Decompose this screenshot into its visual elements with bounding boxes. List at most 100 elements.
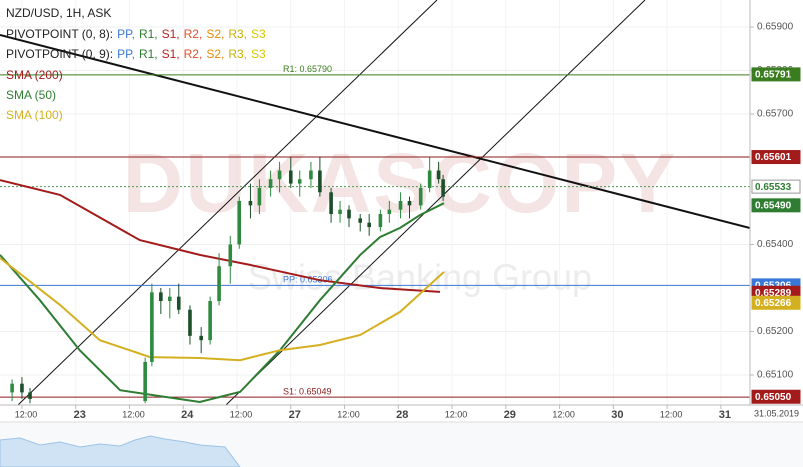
price-label: 0.65490 — [755, 200, 792, 211]
candle-body — [159, 292, 163, 302]
channel-line — [225, 0, 646, 405]
legend-pivot-item: R2, — [184, 47, 203, 61]
candle-body — [188, 309, 192, 336]
indicator-line — [0, 179, 441, 293]
date-label: 31.05.2019 — [754, 408, 799, 418]
candle-body — [10, 383, 14, 393]
price-label-box — [751, 150, 801, 165]
candle-body — [237, 200, 242, 245]
candle-body — [168, 296, 172, 302]
candle-body — [208, 301, 212, 341]
price-label: 0.65791 — [755, 70, 792, 81]
x-tick-label: 23 — [74, 409, 86, 421]
legend-pivot-item: R1, — [139, 47, 158, 61]
legend-title: NZD/USD, 1H, ASK — [6, 6, 111, 20]
candle-body — [176, 296, 181, 310]
plot: R1: 0.65790 PP: 0.65306 S1: 0.65049 — [0, 0, 750, 405]
candle-body — [367, 222, 371, 228]
legend-pivot-item: S1, — [162, 47, 180, 61]
legend-pivot-item: S3 — [251, 27, 266, 41]
x-tick-label: 12:00 — [15, 409, 38, 419]
legend-pivot: PIVOTPOINT (0, 8): PP, R1, S1, R2, S2, R3, S3 — [6, 27, 266, 41]
y-tick-label: 0.65100 — [757, 370, 794, 381]
price-label: 0.65289 — [755, 288, 792, 299]
x-tick-label: 12:00 — [445, 409, 468, 419]
legend-pivot-item: R3, — [228, 47, 247, 61]
x-tick-label: 31 — [719, 409, 731, 421]
legend-pivot-item: R2, — [184, 27, 203, 41]
candle-body — [387, 209, 392, 215]
candle-body — [257, 187, 262, 206]
y-tick-label: 0.65700 — [757, 109, 794, 120]
x-tick-label: 12:00 — [552, 409, 575, 419]
candle-body — [318, 170, 322, 193]
indicator-line — [0, 257, 445, 362]
legend: SMA (200) SMA (50) SMA (100) PIVOTPOINT (0,… — [6, 27, 266, 122]
y-tick-label: 0.65400 — [757, 239, 794, 250]
x-tick-label: 27 — [289, 409, 301, 421]
y-tick-label: 0.65200 — [757, 326, 794, 337]
legend-pivot-item: PP, — [117, 27, 135, 41]
candle-body — [150, 292, 154, 362]
price-label-box — [751, 198, 801, 213]
x-tick-label: 28 — [396, 409, 408, 421]
x-tick-label: 30 — [611, 409, 623, 421]
candle-body — [427, 170, 432, 188]
candle-body — [288, 170, 293, 184]
candle-body — [398, 200, 403, 210]
x-tick-label: 24 — [181, 409, 194, 421]
legend-pivot-prefix: PIVOTPOINT (0, 8): — [6, 27, 113, 41]
x-tick-label: 29 — [504, 409, 516, 421]
channel-line — [17, 0, 438, 405]
price-label-box — [751, 295, 801, 310]
legend-pivot-item: R3, — [228, 27, 247, 41]
level-label: R1: 0.65790 — [283, 64, 332, 74]
candle-body — [277, 170, 282, 180]
level-label: PP: 0.65306 — [283, 275, 333, 285]
legend-pivot-item: PP, — [117, 47, 135, 61]
candle-body — [228, 244, 233, 267]
price-label-box — [751, 389, 801, 404]
candle-body — [248, 200, 253, 206]
candle-body — [441, 179, 445, 197]
y-tick-label: 0.65900 — [757, 22, 794, 33]
candle-body — [358, 218, 363, 223]
legend-pivot: PIVOTPOINT (0, 9): PP, R1, S1, R2, S2, R3, S3 — [6, 47, 266, 61]
price-label: 0.65533 — [755, 182, 792, 193]
legend-pivot-item: R1, — [139, 27, 158, 41]
candle-body — [199, 335, 203, 341]
x-tick-label: 12:00 — [660, 409, 683, 419]
candle-body — [143, 361, 147, 402]
candle-body — [338, 209, 342, 215]
legend-pivot-item: S2, — [206, 27, 224, 41]
price-label: 0.65266 — [755, 298, 792, 309]
legend-pivot-prefix: PIVOTPOINT (0, 9): — [6, 47, 113, 61]
candle-body — [347, 209, 351, 219]
candle-body — [309, 170, 313, 180]
candle-body — [20, 383, 24, 393]
level-label: S1: 0.65049 — [283, 387, 332, 397]
legend-pivot-item: S2, — [206, 47, 224, 61]
trend-line — [0, 34, 750, 229]
candle-body — [217, 266, 221, 302]
price-label: 0.65050 — [755, 392, 792, 403]
x-tick-label: 12:00 — [122, 409, 145, 419]
price-label-box — [751, 67, 801, 82]
legend-entry: SMA (50) — [6, 88, 56, 102]
legend-pivot-item: S3 — [251, 47, 266, 61]
legend-pivot-item: S1, — [162, 27, 180, 41]
candle-body — [378, 214, 383, 228]
candle-body — [407, 200, 412, 206]
price-label: 0.65601 — [755, 152, 792, 163]
legend-entry: SMA (200) — [6, 68, 63, 82]
candle-body — [418, 187, 423, 206]
navigator-area — [0, 435, 241, 467]
watermark: DUKASCOPY — [123, 136, 678, 230]
price-label-box — [751, 179, 801, 194]
candle-body — [268, 179, 273, 188]
x-tick-label: 12:00 — [230, 409, 253, 419]
candle-body — [28, 392, 32, 399]
x-tick-label: 12:00 — [337, 409, 360, 419]
